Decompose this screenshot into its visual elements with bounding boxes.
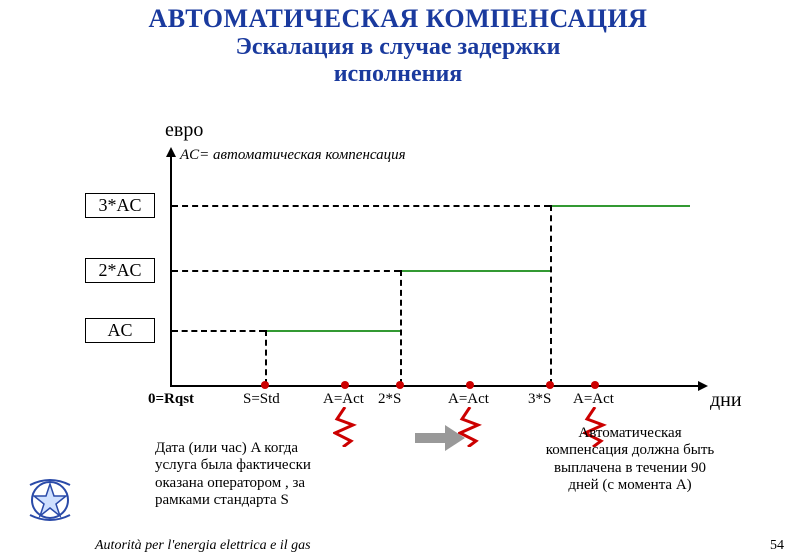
x-tick-act-2: A=Act xyxy=(448,391,489,408)
step-h-1 xyxy=(265,330,400,332)
step-chart: евро AC= автоматическая компенсация дни … xyxy=(170,155,700,395)
tick-dot-2s xyxy=(396,381,404,389)
ac-definition-note: AC= автоматическая компенсация xyxy=(180,147,406,164)
x-axis-label: дни xyxy=(710,389,742,412)
note-date-explanation: Дата (или час) A когда услуга была факти… xyxy=(155,440,335,509)
tick-dot-act-1 xyxy=(341,381,349,389)
step-h-2 xyxy=(400,270,550,272)
y-axis-arrowhead xyxy=(166,147,176,157)
y-tick-2ac: 2*AC xyxy=(85,258,155,283)
step-v-1 xyxy=(265,330,267,385)
x-tick-act-1: A=Act xyxy=(323,391,364,408)
step-v-3 xyxy=(550,205,552,385)
note-payout-rule: Автоматическая компенсация должна быть в… xyxy=(545,425,715,494)
guide-3ac xyxy=(172,205,550,207)
step-v-2 xyxy=(400,270,402,385)
page-number: 54 xyxy=(770,538,784,554)
title-sub-line1: Эскалация в случае задержки xyxy=(0,34,796,61)
shadow-arrow-icon xyxy=(415,425,465,451)
italian-emblem-icon xyxy=(20,470,80,530)
tick-dot-std xyxy=(261,381,269,389)
x-tick-0: 0=Rqst xyxy=(148,391,194,408)
x-axis-arrowhead xyxy=(698,381,708,391)
tick-dot-act-2 xyxy=(466,381,474,389)
x-tick-2s: 2*S xyxy=(378,391,401,408)
zigzag-1 xyxy=(333,407,357,447)
x-tick-std: S=Std xyxy=(243,391,280,408)
guide-2ac xyxy=(172,270,400,272)
title-main: АВТОМАТИЧЕСКАЯ КОМПЕНСАЦИЯ xyxy=(0,4,796,34)
y-tick-3ac: 3*AC xyxy=(85,193,155,218)
tick-dot-3s xyxy=(546,381,554,389)
x-tick-3s: 3*S xyxy=(528,391,551,408)
x-tick-act-3: A=Act xyxy=(573,391,614,408)
y-axis-label: евро xyxy=(165,119,203,142)
tick-dot-act-3 xyxy=(591,381,599,389)
step-h-3 xyxy=(550,205,690,207)
x-axis xyxy=(170,385,700,387)
title-block: АВТОМАТИЧЕСКАЯ КОМПЕНСАЦИЯ Эскалация в с… xyxy=(0,0,796,88)
y-tick-ac: AC xyxy=(85,318,155,343)
guide-ac xyxy=(172,330,265,332)
title-sub-line2: исполнения xyxy=(0,61,796,88)
footer-authority: Autorità per l'energia elettrica e il ga… xyxy=(95,538,311,554)
